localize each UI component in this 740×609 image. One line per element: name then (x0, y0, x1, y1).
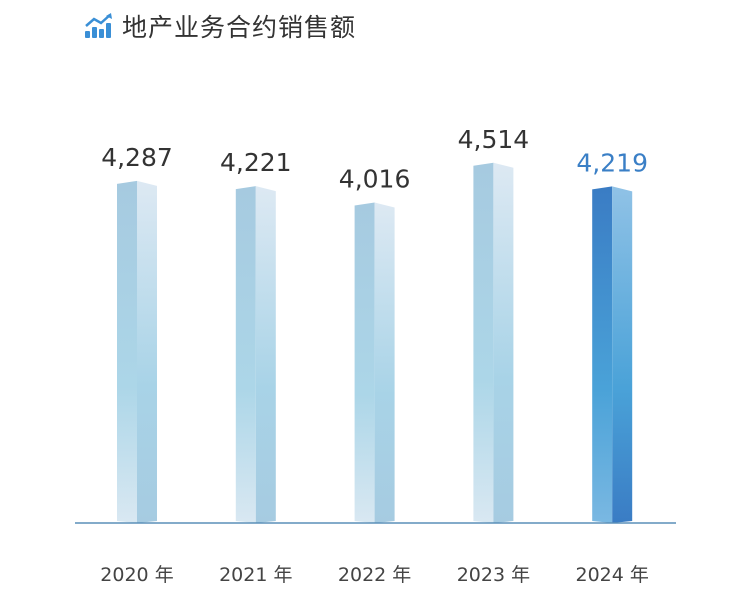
bar (592, 186, 633, 524)
x-tick-label: 2022 年 (338, 564, 411, 586)
x-tick-label: 2021 年 (219, 564, 292, 586)
bar (235, 186, 276, 524)
bar-left-face (354, 202, 375, 523)
bar-chart-trend-icon (85, 13, 112, 38)
bar-left-face (235, 186, 256, 524)
chart-title: 地产业务合约销售额 (84, 8, 356, 44)
bar-left-face (473, 162, 494, 523)
bar (117, 180, 157, 523)
x-tick-label: 2023 年 (457, 564, 530, 586)
bar-right-face (612, 186, 633, 524)
data-label: 4,514 (458, 125, 530, 154)
bar-left-face (592, 186, 613, 524)
bar-right-face (255, 186, 276, 524)
data-label: 4,219 (576, 148, 648, 177)
bar (473, 162, 514, 523)
data-label: 4,221 (220, 148, 292, 177)
x-tick-label: 2024 年 (575, 564, 648, 586)
chart-title-text: 地产业务合约销售额 (122, 13, 357, 42)
bar-right-face (493, 162, 514, 523)
bar-right-face (374, 202, 395, 523)
data-label: 4,287 (101, 143, 173, 172)
bar-left-face (117, 180, 137, 523)
bar-right-face (137, 180, 157, 523)
data-label: 4,016 (339, 165, 411, 194)
bar (354, 202, 395, 523)
x-tick-label: 2020 年 (100, 564, 173, 586)
